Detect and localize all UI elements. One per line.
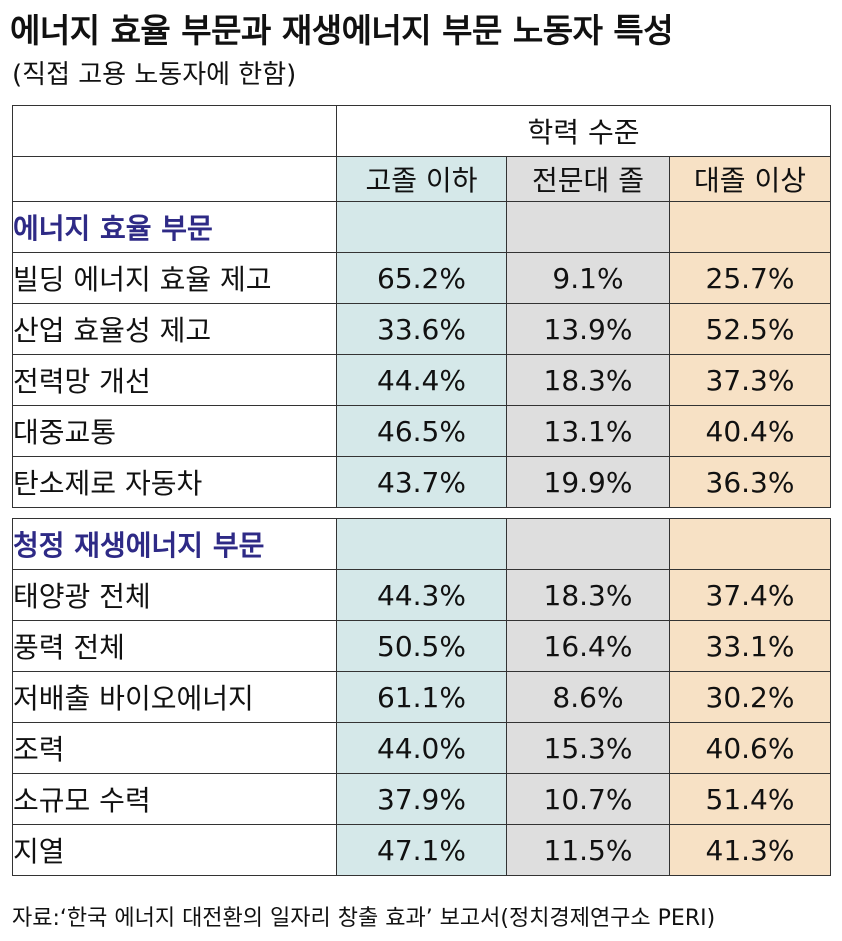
value-cell: 33.1%: [669, 620, 831, 672]
value-cell: 40.4%: [668, 405, 832, 457]
table-row: 지열 47.1% 11.5% 41.3%: [12, 824, 831, 876]
section-header-row: 청정 재생에너지 부문: [12, 518, 831, 570]
row-label: 탄소제로 자동차: [12, 456, 337, 508]
value-cell: 43.7%: [336, 456, 507, 508]
empty-cell: [336, 201, 507, 253]
source-note: 자료:‘한국 에너지 대전환의 일자리 창출 효과’ 보고서(정치경제연구소 P…: [12, 906, 716, 931]
value-cell: 50.5%: [336, 620, 507, 672]
row-label: 전력망 개선: [12, 354, 337, 406]
empty-cell: [668, 201, 832, 253]
value-cell: 37.9%: [336, 773, 507, 825]
empty-cell: [506, 518, 670, 570]
value-cell: 18.3%: [506, 569, 670, 621]
value-cell: 52.5%: [668, 303, 832, 355]
value-cell: 36.3%: [668, 456, 832, 508]
row-label: 산업 효율성 제고: [12, 303, 337, 355]
value-cell: 30.2%: [669, 671, 831, 723]
table-row: 산업 효율성 제고 33.6% 13.9% 52.5%: [12, 303, 832, 355]
renewable-table: 청정 재생에너지 부문 태양광 전체 44.3% 18.3% 37.4% 풍력 …: [12, 518, 831, 876]
value-cell: 37.4%: [669, 569, 831, 621]
row-label: 소규모 수력: [12, 773, 337, 825]
value-cell: 61.1%: [336, 671, 507, 723]
row-label: 조력: [12, 722, 337, 774]
value-cell: 15.3%: [506, 722, 670, 774]
value-cell: 44.0%: [336, 722, 507, 774]
row-label: 태양광 전체: [12, 569, 337, 621]
column-header: 전문대 졸: [506, 156, 670, 202]
column-header: 고졸 이하: [336, 156, 507, 202]
value-cell: 46.5%: [336, 405, 507, 457]
value-cell: 8.6%: [506, 671, 670, 723]
header-blank: [12, 156, 337, 202]
value-cell: 51.4%: [669, 773, 831, 825]
value-cell: 25.7%: [668, 252, 832, 304]
value-cell: 37.3%: [668, 354, 832, 406]
empty-cell: [336, 518, 507, 570]
row-label: 풍력 전체: [12, 620, 337, 672]
row-label: 저배출 바이오에너지: [12, 671, 337, 723]
value-cell: 65.2%: [336, 252, 507, 304]
section-title: 청정 재생에너지 부문: [12, 518, 337, 570]
row-label: 지열: [12, 824, 337, 876]
header-blank: [12, 105, 337, 157]
row-label: 빌딩 에너지 효율 제고: [12, 252, 337, 304]
value-cell: 44.4%: [336, 354, 507, 406]
header-row-group: 학력 수준: [12, 105, 832, 157]
value-cell: 19.9%: [506, 456, 670, 508]
table-row: 소규모 수력 37.9% 10.7% 51.4%: [12, 773, 831, 825]
header-group-label: 학력 수준: [335, 105, 832, 157]
table-row: 조력 44.0% 15.3% 40.6%: [12, 722, 831, 774]
row-label: 대중교통: [12, 405, 337, 457]
value-cell: 18.3%: [506, 354, 670, 406]
value-cell: 13.1%: [506, 405, 670, 457]
value-cell: 41.3%: [669, 824, 831, 876]
table-row: 대중교통 46.5% 13.1% 40.4%: [12, 405, 832, 457]
value-cell: 33.6%: [336, 303, 507, 355]
value-cell: 10.7%: [506, 773, 670, 825]
value-cell: 44.3%: [336, 569, 507, 621]
page-title: 에너지 효율 부문과 재생에너지 부문 노동자 특성: [10, 11, 674, 50]
empty-cell: [506, 201, 670, 253]
section-header-row: 에너지 효율 부문: [12, 201, 832, 253]
efficiency-table: 학력 수준 고졸 이하 전문대 졸 대졸 이상 에너지 효율 부문 빌딩 에너지…: [12, 105, 832, 508]
table-row: 풍력 전체 50.5% 16.4% 33.1%: [12, 620, 831, 672]
value-cell: 13.9%: [506, 303, 670, 355]
empty-cell: [669, 518, 831, 570]
value-cell: 9.1%: [506, 252, 670, 304]
value-cell: 16.4%: [506, 620, 670, 672]
column-header: 대졸 이상: [668, 156, 832, 202]
value-cell: 11.5%: [506, 824, 670, 876]
table-row: 전력망 개선 44.4% 18.3% 37.3%: [12, 354, 832, 406]
page-subtitle: (직접 고용 노동자에 한함): [12, 60, 297, 90]
table-row: 저배출 바이오에너지 61.1% 8.6% 30.2%: [12, 671, 831, 723]
value-cell: 40.6%: [669, 722, 831, 774]
table-row: 빌딩 에너지 효율 제고 65.2% 9.1% 25.7%: [12, 252, 832, 304]
section-title: 에너지 효율 부문: [12, 201, 337, 253]
value-cell: 47.1%: [336, 824, 507, 876]
table-row: 태양광 전체 44.3% 18.3% 37.4%: [12, 569, 831, 621]
header-row-columns: 고졸 이하 전문대 졸 대졸 이상: [12, 156, 832, 202]
table-row: 탄소제로 자동차 43.7% 19.9% 36.3%: [12, 456, 832, 508]
